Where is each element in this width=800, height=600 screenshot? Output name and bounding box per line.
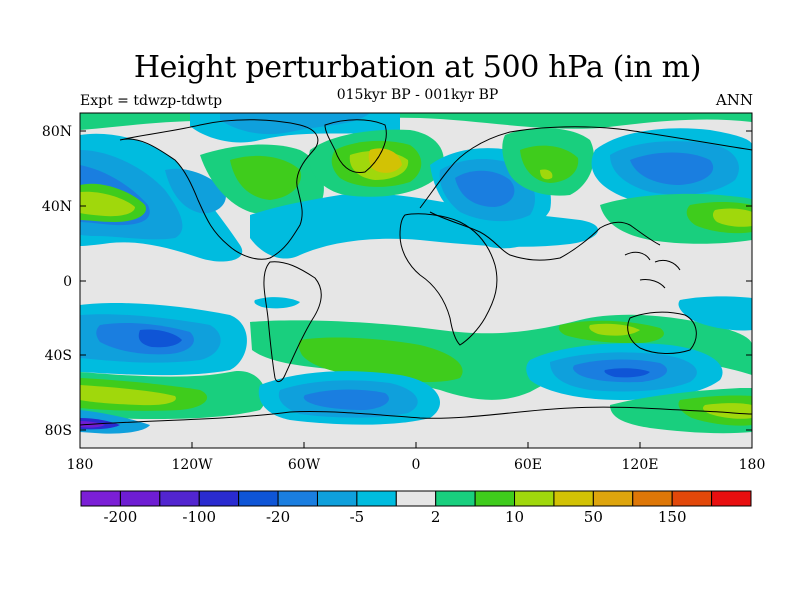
season-label: ANN: [715, 91, 753, 109]
lat-tick-80s: 80S: [45, 423, 72, 439]
coastline-north-america: [119, 119, 319, 260]
colorbar-label: 150: [658, 508, 687, 526]
lat-tick-40n: 40N: [42, 199, 72, 215]
north-pacific-yellow-core: [80, 191, 135, 217]
south-indian-blue-deep: [604, 368, 650, 378]
colorbar-label: 50: [584, 508, 603, 526]
coastline-australia: [627, 311, 697, 354]
coastline-south-america: [263, 261, 322, 383]
colorbar-label: -100: [182, 508, 216, 526]
map-subtitle: 015kyr BP - 001kyr BP: [336, 87, 499, 103]
map-title: Height perturbation at 500 hPa (in m): [133, 50, 702, 85]
colorbar-label: -20: [266, 508, 290, 526]
eurasia-blue-inner: [455, 170, 515, 207]
colorbar-swatch: [80, 490, 121, 507]
colorbar-swatch: [356, 490, 397, 507]
lon-tick-120w: 120W: [171, 457, 213, 473]
south-atlantic-yellow: [298, 337, 463, 383]
northeast-asia-blue-inner: [630, 152, 714, 185]
coastlines: [80, 119, 752, 426]
colorbar-swatch: [395, 490, 437, 507]
north-pacific-east-yellow-core: [712, 208, 752, 227]
lon-tick-180e: 180: [739, 457, 766, 473]
north-atlantic-orange: [368, 148, 402, 173]
colorbar-labels: -200 -100 -20 -5 2 10 50 150: [104, 508, 687, 526]
coastline-antarctica: [80, 406, 752, 426]
colorbar-swatch: [159, 490, 200, 507]
lat-tick-40s: 40S: [45, 348, 72, 364]
colorbar-swatch: [316, 490, 358, 507]
southeast-pacific-yellow-core: [702, 403, 752, 419]
central-asia-yellow: [520, 145, 579, 183]
south-pacific-blue-deep: [138, 329, 182, 348]
lat-tick-0: 0: [63, 274, 72, 290]
colorbar-label: 2: [431, 508, 441, 526]
lon-tick-180w: 180: [67, 457, 94, 473]
lon-tick-0: 0: [412, 457, 421, 473]
colorbar-swatch: [711, 490, 752, 507]
colorbar-label: -200: [104, 508, 138, 526]
colorbar: [80, 490, 752, 507]
longitude-axis: [79, 442, 753, 448]
colorbar-swatch: [553, 490, 594, 507]
tropical-blue-patch: [479, 232, 530, 249]
coastline-eurasia: [419, 126, 752, 261]
lat-tick-80n: 80N: [42, 124, 72, 140]
coastline-greenland: [324, 119, 387, 174]
north-america-green-core: [230, 155, 301, 200]
central-asia-orange: [540, 169, 553, 180]
colorbar-swatch: [514, 490, 555, 507]
east-pacific-blue: [678, 296, 752, 331]
colorbar-swatch: [119, 490, 161, 507]
colorbar-label: 10: [505, 508, 524, 526]
colorbar-label: -5: [350, 508, 365, 526]
latitude-axis: [80, 130, 752, 431]
colorbar-swatch: [671, 490, 713, 507]
colorbar-swatch: [277, 490, 318, 507]
lon-tick-120e: 120E: [622, 457, 659, 473]
colorbar-swatch: [198, 490, 240, 507]
south-atlantic-blue-inner: [303, 389, 389, 410]
lon-tick-60w: 60W: [288, 457, 321, 473]
colorbar-swatch: [435, 490, 476, 507]
colorbar-swatch: [474, 490, 516, 507]
colorbar-swatch: [592, 490, 634, 507]
south-pacific-yellow-core: [80, 385, 176, 406]
coastline-maritime-continent: [624, 251, 681, 289]
experiment-label: Expt = tdwzp-tdwtp: [80, 93, 223, 109]
west-coast-blue-blob: [165, 168, 226, 214]
coastline-africa: [399, 213, 498, 346]
contour-field: [80, 113, 752, 448]
colorbar-swatch: [238, 490, 279, 507]
colorbar-swatch: [632, 490, 673, 507]
lon-tick-60e: 60E: [514, 457, 542, 473]
